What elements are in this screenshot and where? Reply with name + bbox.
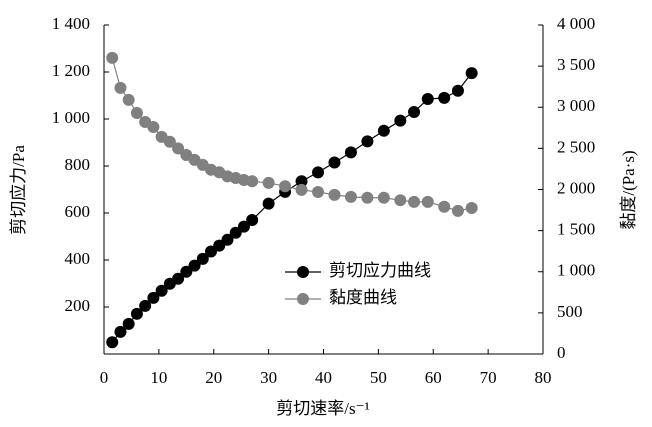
y2-tick-label: 500 xyxy=(557,302,583,321)
data-point xyxy=(361,191,374,204)
data-point xyxy=(147,291,160,304)
data-point xyxy=(328,188,341,201)
x-tick-label: 20 xyxy=(205,368,222,387)
data-point xyxy=(106,336,119,349)
y-tick-label: 200 xyxy=(65,296,91,315)
data-point xyxy=(451,84,464,97)
x-tick-label: 30 xyxy=(260,368,277,387)
data-point xyxy=(438,200,451,213)
data-point xyxy=(122,93,135,106)
legend-marker xyxy=(297,293,309,305)
data-point xyxy=(279,180,292,193)
data-point xyxy=(361,135,374,148)
data-point xyxy=(130,107,143,120)
x-tick-label: 0 xyxy=(100,368,109,387)
y-tick-label: 600 xyxy=(65,202,91,221)
y2-tick-label: 4 000 xyxy=(557,14,595,33)
x-tick-label: 70 xyxy=(480,368,497,387)
y2-tick-label: 3 500 xyxy=(557,55,595,74)
data-point xyxy=(246,175,259,188)
y2-tick-label: 2 000 xyxy=(557,178,595,197)
x-tick-label: 10 xyxy=(150,368,167,387)
data-point xyxy=(221,233,234,246)
y-tick-label: 800 xyxy=(65,155,91,174)
data-point xyxy=(295,175,308,188)
data-point xyxy=(262,197,275,210)
y2-tick-label: 1 000 xyxy=(557,261,595,280)
data-point xyxy=(421,93,434,106)
data-point xyxy=(295,183,308,196)
data-point xyxy=(229,226,242,239)
data-point xyxy=(394,114,407,127)
data-point xyxy=(377,124,390,137)
y-axis-label: 剪切应力/Pa xyxy=(9,145,28,235)
data-point xyxy=(130,307,143,320)
legend-label: 剪切应力曲线 xyxy=(329,261,431,280)
y-tick-label: 1 000 xyxy=(52,108,90,127)
y2-tick-label: 2 500 xyxy=(557,137,595,156)
data-point xyxy=(114,81,127,94)
legend-label: 黏度曲线 xyxy=(329,288,397,307)
data-point xyxy=(312,185,325,198)
data-point xyxy=(465,67,478,80)
data-point xyxy=(180,265,193,278)
data-point xyxy=(328,156,341,169)
data-point xyxy=(237,220,250,233)
data-point xyxy=(408,105,421,118)
data-point xyxy=(394,194,407,207)
data-point xyxy=(139,299,152,312)
x-tick-label: 50 xyxy=(370,368,387,387)
y2-tick-label: 3 000 xyxy=(557,96,595,115)
data-point xyxy=(172,272,185,285)
data-point xyxy=(438,91,451,104)
data-point xyxy=(122,317,135,330)
data-point xyxy=(421,195,434,208)
x-axis-label: 剪切速率/s⁻¹ xyxy=(276,399,369,418)
data-point xyxy=(196,252,209,265)
data-point xyxy=(246,214,259,227)
data-point xyxy=(188,259,201,272)
data-point xyxy=(147,120,160,133)
data-point xyxy=(155,284,168,297)
y-tick-label: 400 xyxy=(65,249,91,268)
data-point xyxy=(377,191,390,204)
y-tick-label: 1 200 xyxy=(52,61,90,80)
y2-tick-label: 1 500 xyxy=(557,220,595,239)
data-point xyxy=(408,195,421,208)
x-tick-label: 60 xyxy=(425,368,442,387)
x-tick-label: 80 xyxy=(535,368,552,387)
data-point xyxy=(172,142,185,155)
data-point xyxy=(262,176,275,189)
data-point xyxy=(344,190,357,203)
y-tick-label: 1 400 xyxy=(52,14,90,33)
x-tick-label: 40 xyxy=(315,368,332,387)
data-point xyxy=(114,325,127,338)
y2-tick-label: 0 xyxy=(557,343,566,362)
legend-marker xyxy=(297,266,309,278)
y2-axis-label: 黏度/(Pa·s) xyxy=(619,150,638,229)
data-point xyxy=(312,166,325,179)
data-point xyxy=(106,51,119,64)
data-point xyxy=(465,202,478,215)
data-point xyxy=(451,204,464,217)
data-point xyxy=(163,135,176,148)
data-point xyxy=(344,146,357,159)
